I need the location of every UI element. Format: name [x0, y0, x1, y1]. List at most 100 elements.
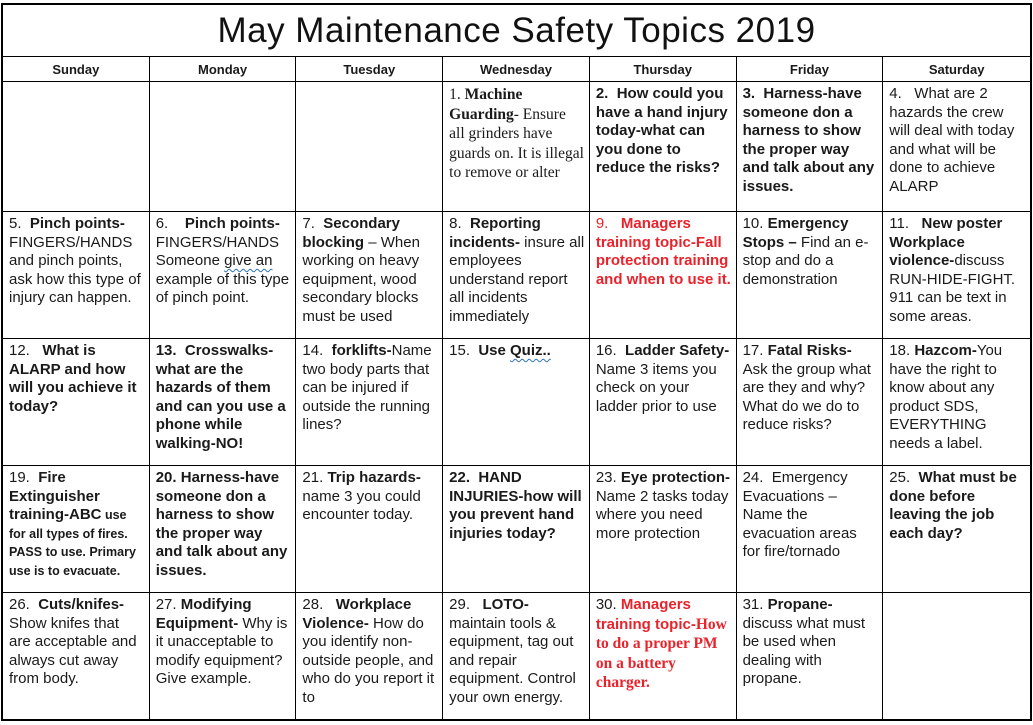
cell-text-run: Ladder Safety- [625, 342, 730, 359]
cell-text-run: How could you have a hand injury today-w… [595, 85, 732, 177]
cell-text-run: How to do a proper PM on a battery charg… [595, 615, 731, 692]
cell-blank-w1-tue [296, 82, 444, 212]
cell-text-run: HAND INJURIES-how will you prevent hand … [449, 469, 586, 542]
cell-text-run: 23. [595, 469, 621, 486]
cell-text-run: 10. [742, 215, 768, 232]
cell-text-run: Crosswalks-what are the hazards of them … [155, 342, 290, 452]
cell-may-17-fatal-risks: 17. Fatal Risks- Ask the group what are … [736, 339, 884, 466]
cell-text-run: Ask the group what are they and why? Wha… [742, 342, 876, 434]
cell-may-23-eye-protection: 23. Eye protection-Name 2 tasks today wh… [589, 466, 737, 593]
cell-may-26-cuts-knifes: 26. Cuts/knifes-Show knifes that are acc… [3, 593, 150, 719]
cell-text-run: Fire Extinguisher training-ABC [9, 469, 105, 524]
cell-text-run: 19. [9, 469, 39, 486]
cell-text-run: 20. [155, 469, 181, 486]
cell-text-run: Name 3 items you check on your ladder pr… [595, 342, 734, 415]
cell-text-run: Modifying Equipment- [155, 596, 256, 632]
cell-text-run: Quiz.. [510, 342, 551, 359]
cell-text-run: 26. [9, 596, 39, 613]
cell-text-run: Reporting incidents- [449, 215, 545, 251]
cell-may-30-managers-training-pm-battery-charger: 30. Managers training topic-How to do a … [590, 593, 737, 719]
cell-text-run: Show knifes that are acceptable and alwa… [9, 614, 141, 688]
cell-text-run: 14. [302, 342, 332, 359]
cell-text-run: Hazcom- [914, 342, 977, 359]
cell-text-run: Secondary blocking [302, 215, 405, 251]
cell-text-run: 11. [889, 215, 922, 232]
cell-may-29-loto: 29. LOTO-maintain tools & equipment, tag… [443, 593, 590, 719]
cell-text-run: 31. [742, 596, 768, 613]
cell-text-run: 25. [889, 469, 919, 486]
cell-text-run: 5. [9, 215, 30, 232]
cell-text-run: FINGERS/HANDS and pinch points, ask how … [9, 233, 145, 307]
cell-text-run: Harness-have someone don a harness to sh… [742, 85, 879, 195]
cell-text-run: example of this type of pinch point. [155, 252, 294, 307]
cell-text-run: 13. [155, 342, 185, 359]
cell-blank-w1-mon [149, 82, 297, 212]
cell-text-run: 18. [889, 342, 915, 359]
cell-text-run: Workplace Violence- [302, 596, 416, 632]
cell-may-9-managers-training-fall-protection: 9. Managers training topic-Fall protecti… [589, 212, 737, 339]
cell-text-run: use for all types of fires. PASS to use.… [9, 508, 140, 578]
day-header-thursday: Thursday [589, 57, 737, 82]
cell-text-run: 2. [595, 85, 617, 102]
cell-text-run: 9. [595, 215, 621, 232]
page-title: May Maintenance Safety Topics 2019 [3, 5, 1030, 57]
cell-may-11-workplace-violence-poster: 11. New poster Workplace violence-discus… [883, 212, 1030, 339]
cell-text-run: 21. [302, 469, 328, 486]
cell-may-14-forklifts: 14. forklifts-Name two body parts that c… [296, 339, 444, 466]
cell-text-run: Use [478, 342, 511, 359]
cell-text-run: 17. [742, 342, 768, 359]
cell-may-31-propane: 31. Propane-discuss what must be used wh… [737, 593, 884, 719]
cell-text-run: 3. [742, 85, 764, 102]
cell-text-run: Machine Guarding [449, 86, 527, 123]
cell-may-24-emergency-evacuations: 24. Emergency Evacuations – Name the eva… [736, 466, 884, 593]
cell-blank-w5-sat [883, 593, 1030, 719]
cell-text-run: 6. [155, 215, 185, 232]
cell-text-run: Propane- [767, 596, 833, 613]
cell-text-run: New poster Workplace violence- [889, 215, 1007, 270]
calendar-grid: Sunday Monday Tuesday Wednesday Thursday… [3, 57, 1030, 719]
cell-text-run: Emergency Stops – [742, 215, 853, 251]
cell-text-run: Pinch points- [29, 215, 125, 232]
cell-text-run: give an [224, 252, 273, 270]
cell-text-run: – When working on heavy equipment, wood … [302, 233, 425, 325]
cell-text-run: LOTO- [482, 596, 529, 613]
day-header-friday: Friday [736, 57, 884, 82]
cell-text-run: insure all employees understand report a… [449, 233, 589, 325]
day-header-monday: Monday [149, 57, 297, 82]
cell-text-run: - Ensure all grinders have guards on. It… [449, 105, 588, 182]
cell-text-run: What must be done before leaving the job… [889, 469, 1021, 542]
cell-text-run: 16. [595, 342, 626, 359]
cell-may-28-workplace-violence: 28. Workplace Violence- How do you ident… [296, 593, 444, 719]
cell-text-run: discuss RUN-HIDE-FIGHT. 911 can be text … [889, 252, 1020, 325]
cell-text-run: Name 2 tasks today where you need more p… [595, 487, 733, 542]
cell-text-run: Cuts/knifes- [38, 596, 125, 613]
cell-text-run: 30. [595, 596, 621, 613]
cell-text-run: 7. [302, 215, 324, 232]
cell-may-21-trip-hazards: 21. Trip hazards-name 3 you could encoun… [296, 466, 444, 593]
cell-may-7-secondary-blocking: 7. Secondary blocking – When working on … [296, 212, 444, 339]
cell-may-20-harness: 20. Harness-have someone don a harness t… [149, 466, 297, 593]
cell-may-8-reporting-incidents: 8. Reporting incidents- insure all emplo… [443, 212, 590, 339]
cell-text-run: Trip hazards- [327, 469, 421, 486]
day-header-tuesday: Tuesday [296, 57, 444, 82]
cell-text-run: forklifts- [331, 342, 392, 359]
cell-text-run: You have the right to know about any pro… [889, 342, 1007, 452]
cell-text-run: 29. [449, 596, 483, 613]
cell-may-16-ladder-safety: 16. Ladder Safety- Name 3 items you chec… [589, 339, 737, 466]
day-header-wednesday: Wednesday [443, 57, 590, 82]
cell-text-run: 15. [449, 342, 479, 359]
cell-may-2-hand-injury: 2. How could you have a hand injury toda… [589, 82, 737, 212]
cell-may-27-modifying-equipment: 27. Modifying Equipment- Why is it unacc… [150, 593, 297, 719]
cell-may-18-hazcom: 18. Hazcom-You have the right to know ab… [883, 339, 1030, 466]
cell-text-run: Managers training topic-Fall protection … [595, 215, 733, 288]
cell-may-25-before-leaving-job: 25. What must be done before leaving the… [883, 466, 1030, 593]
cell-may-10-emergency-stops: 10. Emergency Stops – Find an e-stop and… [736, 212, 884, 339]
cell-text-run: discuss what must be used when dealing w… [742, 614, 870, 688]
cell-may-1-machine-guarding: 1. Machine Guarding- Ensure all grinders… [443, 82, 590, 212]
cell-text-run: Managers training topic- [595, 596, 696, 633]
cell-may-13-crosswalks: 13. Crosswalks-what are the hazards of t… [149, 339, 297, 466]
safety-topics-calendar: May Maintenance Safety Topics 2019 Sunda… [1, 3, 1032, 721]
cell-text-run: Why is it unacceptable to modify equipme… [155, 614, 292, 688]
cell-text-run: FINGERS/HANDS Someone [155, 233, 284, 270]
cell-text-run: maintain tools & equipment, tag out and … [449, 614, 581, 706]
